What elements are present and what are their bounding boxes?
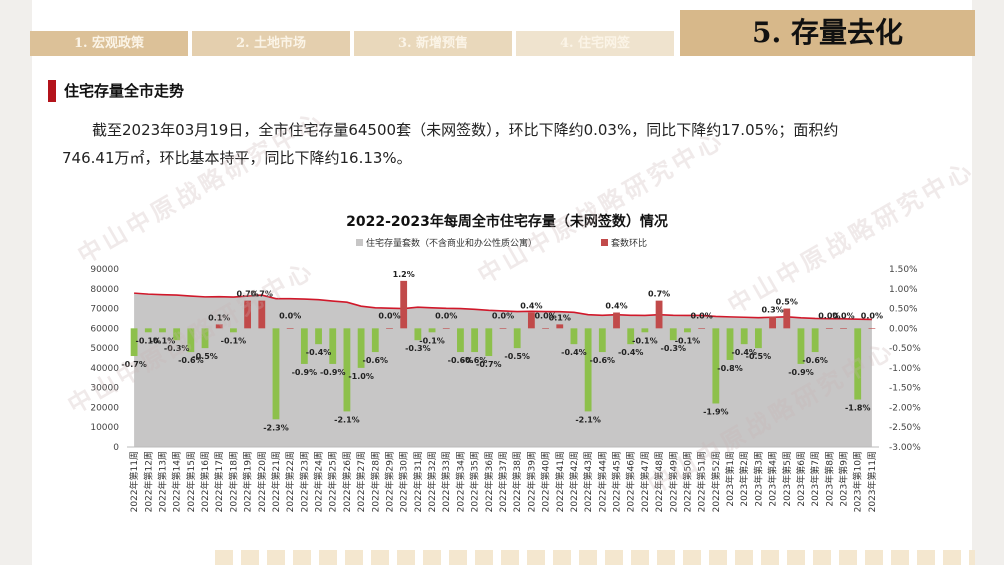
tab-land-market[interactable]: 2. 土地市场 [192,31,350,56]
tab-inventory-destocking[interactable]: 5. 存量去化 [680,10,975,56]
section-title: 住宅存量全市走势 [64,82,185,100]
summary-paragraph: 截至2023年03月19日，全市住宅存量64500套（未网签数），环比下降约0.… [62,116,952,172]
top-navigation: 1. 宏观政策 2. 土地市场 3. 新增预售 4. 住宅网签 5. 存量去化 [0,0,1004,60]
summary-line-1: 截至2023年03月19日，全市住宅存量64500套（未网签数），环比下降约0.… [92,121,839,139]
tab-macro-policy[interactable]: 1. 宏观政策 [30,31,188,56]
section-marker [48,80,56,102]
summary-line-2: 746.41万㎡，环比基本持平，同比下降约16.13%。 [62,149,412,167]
tab-new-presale[interactable]: 3. 新增预售 [354,31,512,56]
tab-residential-signing[interactable]: 4. 住宅网签 [516,31,674,56]
content-panel [32,0,972,565]
bottom-decoration [215,550,975,565]
